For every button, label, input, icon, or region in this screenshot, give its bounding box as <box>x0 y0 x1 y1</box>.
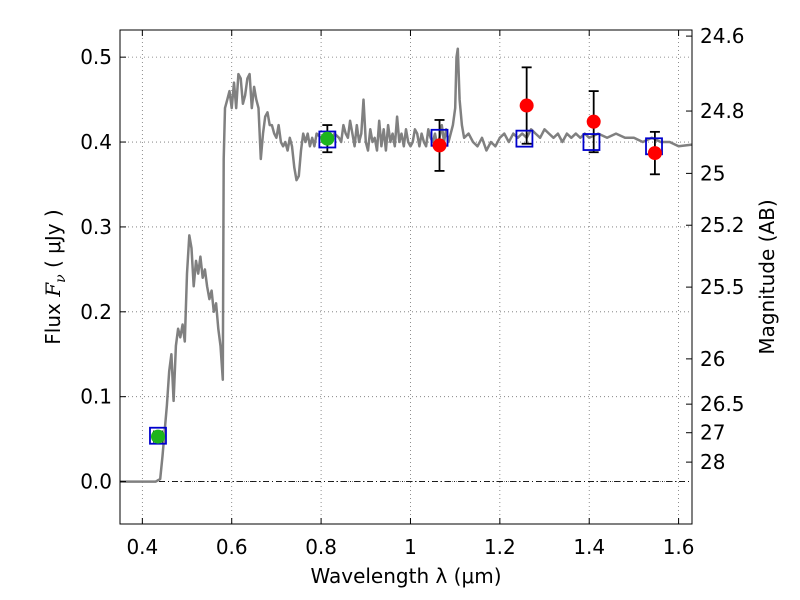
mag-tick-label: 24.8 <box>700 99 745 123</box>
y-tick-label: 0.2 <box>80 300 112 324</box>
photometry-markers <box>149 66 663 445</box>
y-axis-title: Flux Fν ( μJy ) <box>41 209 69 344</box>
observed-nir-point <box>647 146 662 161</box>
observed-optical-point <box>320 131 335 146</box>
mag-tick-label: 25.2 <box>700 213 745 237</box>
observed-optical-point <box>150 429 165 444</box>
y-tick-label: 0.0 <box>80 470 112 494</box>
plot-frame <box>119 29 693 525</box>
x-tick-label: 1 <box>404 535 417 559</box>
x-axis-title: Wavelength λ (μm) <box>310 564 501 588</box>
axis-ticks: 0.4 0.6 0.8 1 1.2 1.4 1.6 0.0 0.1 0.2 0.3 0.4 0.5 24.… <box>80 24 744 559</box>
model-photometry-square <box>515 129 534 148</box>
model-photometry-square <box>149 426 167 445</box>
x-tick-label: 0.6 <box>216 535 248 559</box>
mag-tick-label: 25.5 <box>700 275 745 299</box>
model-spectrum <box>120 47 693 483</box>
mag-tick-label: 28 <box>700 450 725 474</box>
magnitude-axis-title: Magnitude (AB) <box>755 199 779 354</box>
mag-tick-label: 26.5 <box>700 392 745 416</box>
spectrum-line <box>120 47 693 483</box>
observed-nir-point <box>586 114 601 129</box>
x-tick-label: 0.4 <box>126 535 158 559</box>
model-photometry-square <box>582 133 601 151</box>
mag-tick-label: 26 <box>700 347 725 371</box>
mag-tick-label: 25 <box>700 161 725 185</box>
x-tick-label: 0.8 <box>305 535 337 559</box>
x-tick-label: 1.4 <box>573 535 605 559</box>
model-photometry-square <box>318 130 337 149</box>
grid-lines <box>120 30 692 524</box>
x-tick-label: 1.6 <box>663 535 695 559</box>
x-tick-label: 1.2 <box>484 535 516 559</box>
mag-tick-label: 27 <box>700 421 725 445</box>
y-tick-label: 0.3 <box>80 215 112 239</box>
y-tick-label: 0.4 <box>80 130 112 154</box>
observed-nir-point <box>519 98 534 113</box>
observed-nir-point <box>432 138 447 153</box>
y-tick-label: 0.5 <box>80 45 112 69</box>
mag-tick-label: 24.6 <box>700 24 745 48</box>
y-tick-label: 0.1 <box>80 385 112 409</box>
